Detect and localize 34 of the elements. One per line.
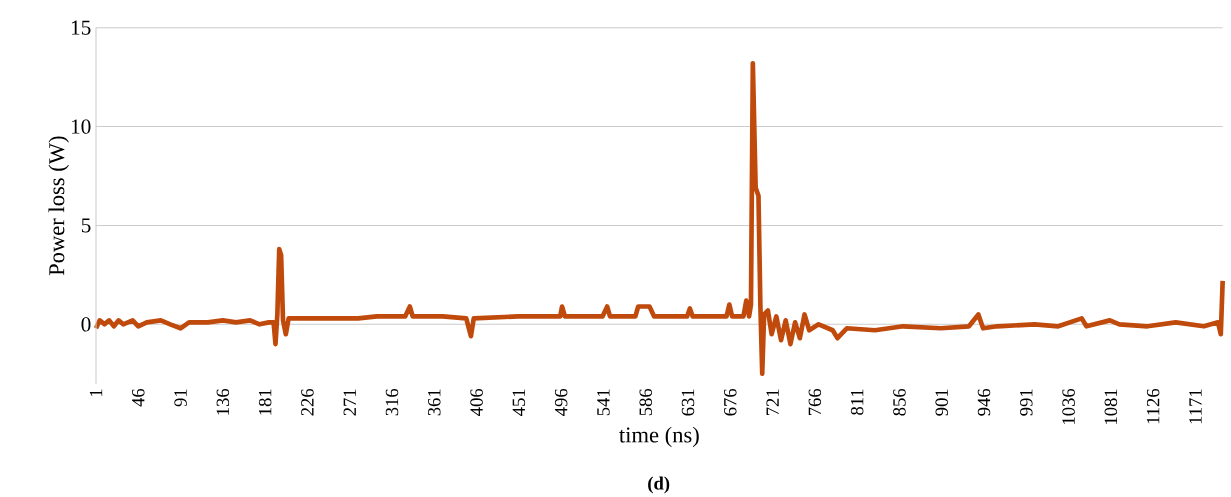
x-tick-label: 721 (766, 389, 779, 416)
x-tick-label: 811 (850, 389, 864, 415)
x-tick-label: 1 (89, 389, 103, 397)
x-tick-label: 136 (216, 388, 230, 415)
x-tick-label: 541 (597, 389, 610, 416)
x-tick-label: 181 (258, 389, 272, 415)
x-tick-label: 946 (977, 388, 991, 416)
x-tick-label: 46 (132, 388, 145, 407)
x-tick-label: 856 (893, 388, 906, 416)
y-tick-label: 10 (71, 119, 91, 134)
y-axis-title: Power loss (W) (48, 136, 69, 276)
x-tick-label: 496 (554, 388, 568, 416)
x-tick-label: 271 (343, 389, 356, 416)
text: (d) (648, 476, 670, 494)
x-tick-label: 991 (1020, 389, 1033, 416)
y-tick-label: 15 (71, 20, 91, 35)
y-tick-label: 5 (81, 218, 91, 233)
x-tick-label: 91 (174, 389, 187, 407)
y-tick-label: 0 (81, 317, 91, 332)
x-axis-title: time (ns) (619, 426, 699, 448)
x-tick-label: 1171 (1189, 389, 1202, 424)
x-tick-label: 766 (808, 388, 822, 416)
x-tick-label: 451 (512, 389, 526, 416)
x-tick-label: 226 (301, 388, 314, 416)
x-tick-label: 361 (428, 389, 441, 416)
x-tick-label: 406 (470, 388, 483, 416)
x-tick-label: 676 (724, 388, 737, 416)
x-tick-label: 901 (935, 389, 948, 416)
x-tick-label: 1036 (1062, 388, 1075, 424)
x-tick-label: 631 (681, 389, 695, 416)
x-tick-label: 1126 (1146, 388, 1160, 424)
x-tick-label: 1081 (1104, 389, 1118, 424)
x-tick-label: 586 (639, 388, 652, 416)
x-tick-label: 316 (385, 388, 399, 416)
